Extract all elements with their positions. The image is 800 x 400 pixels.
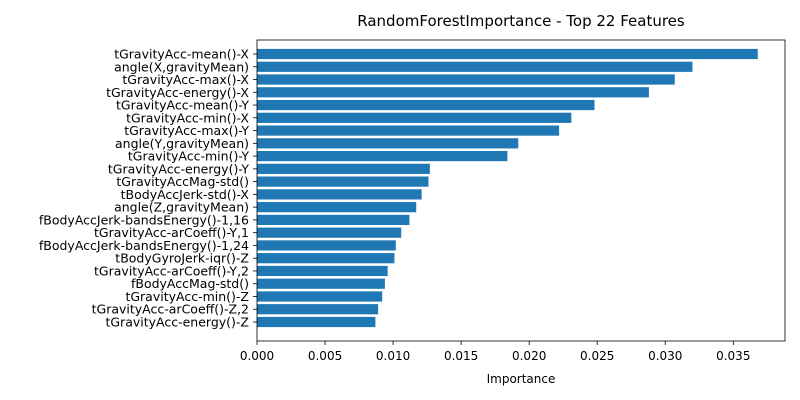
y-tick-label: tGravityAcc-energy()-Z (105, 315, 249, 330)
bar (257, 214, 410, 226)
y-tick-label: fBodyAccJerk-bandsEnergy()-1,24 (39, 238, 249, 253)
x-tick-label: 0.035 (716, 349, 750, 363)
bar (257, 150, 508, 162)
y-tick-label: tBodyAccJerk-std()-X (121, 187, 250, 202)
bar (257, 125, 560, 136)
bar (257, 291, 383, 302)
y-tick-label: tGravityAcc-min()-X (126, 110, 249, 125)
y-tick-label: tGravityAcc-max()-X (122, 72, 249, 87)
y-tick-label: tGravityAcc-mean()-X (114, 47, 249, 62)
y-tick-label: tGravityAcc-energy()-X (106, 85, 249, 100)
bar (257, 253, 395, 264)
y-tick-label: tGravityAcc-arCoeff()-Y,2 (94, 263, 249, 278)
bar (257, 316, 376, 328)
y-tick-label: fBodyAccJerk-bandsEnergy()-1,16 (39, 212, 249, 227)
bar (257, 202, 417, 213)
bar (257, 61, 693, 72)
y-tick-label: tGravityAcc-mean()-Y (116, 98, 249, 113)
y-tick-labels: tGravityAcc-mean()-Xangle(X,gravityMean)… (39, 47, 257, 330)
y-tick-label: angle(Y,gravityMean) (115, 136, 249, 151)
x-tick-label: 0.025 (580, 349, 614, 363)
y-tick-label: tGravityAcc-max()-Y (124, 123, 249, 138)
y-tick-label: tGravityAcc-min()-Y (128, 149, 249, 164)
bar (257, 227, 402, 238)
bar (257, 99, 595, 111)
bar (257, 278, 385, 289)
x-tick-label: 0.005 (308, 349, 342, 363)
x-tick-label: 0.020 (512, 349, 546, 363)
x-ticks: 0.000 0.005 0.010 0.015 0.020 0.025 0.030 0.035 (240, 341, 750, 363)
bar (257, 176, 429, 187)
y-tick-label: tGravityAcc-energy()-Y (108, 161, 249, 176)
bar (257, 189, 422, 200)
bar (257, 163, 430, 174)
y-tick-label: tGravityAcc-arCoeff()-Z,2 (92, 302, 249, 317)
bar (257, 265, 388, 277)
bars-group (257, 48, 758, 328)
x-tick-label: 0.000 (240, 349, 274, 363)
bar (257, 112, 572, 123)
bar (257, 138, 519, 149)
bar (257, 48, 758, 60)
plot-frame (256, 39, 786, 342)
x-tick-label: 0.015 (444, 349, 478, 363)
y-tick-label: tGravityAccMag-std() (116, 174, 249, 189)
bar (257, 74, 675, 85)
bar (257, 87, 649, 98)
y-tick-label: angle(X,gravityMean) (114, 59, 249, 74)
y-tick-label: tGravityAcc-min()-Z (125, 289, 249, 304)
y-tick-label: tBodyGyroJerk-iqr()-Z (115, 251, 249, 266)
x-tick-label: 0.030 (648, 349, 682, 363)
bar (257, 304, 379, 315)
y-tick-label: tGravityAcc-arCoeff()-Y,1 (94, 225, 249, 240)
y-tick-label: angle(Z,gravityMean) (114, 200, 249, 215)
y-tick-label: fBodyAccMag-std() (131, 276, 249, 291)
x-axis-label: Importance (487, 372, 556, 386)
chart-title: RandomForestImportance - Top 22 Features (357, 12, 685, 30)
x-tick-label: 0.010 (376, 349, 410, 363)
bar (257, 240, 396, 251)
